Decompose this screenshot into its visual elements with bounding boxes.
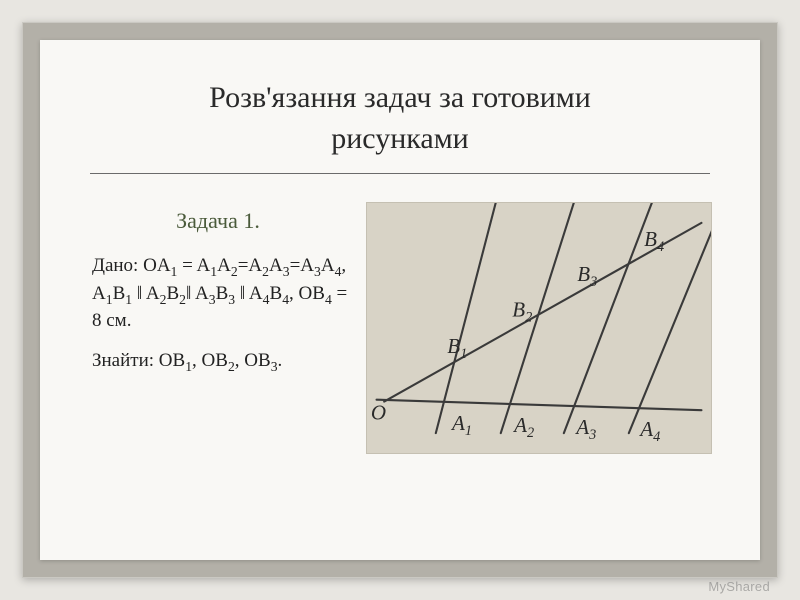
svg-text:B2: B2 (512, 298, 532, 326)
svg-text:A3: A3 (574, 415, 596, 443)
geometry-figure: O A1 B1 A2 B2 A3 B3 A4 B4 (366, 202, 712, 454)
watermark: MyShared (708, 579, 770, 594)
svg-text:B3: B3 (577, 262, 597, 290)
given-paragraph: Дано: OA1 = A1A2=A2A3=A3A4, A1B1 ‖ A2B2‖… (88, 252, 348, 335)
text-column: Задача 1. Дано: OA1 = A1A2=A2A3=A3A4, A1… (88, 202, 348, 386)
title-line-1: Розв'язання задач за готовими (209, 81, 591, 114)
svg-text:A2: A2 (512, 413, 534, 441)
svg-text:A1: A1 (450, 411, 472, 439)
problem-number: Задача 1. (88, 208, 348, 234)
outer-frame: Розв'язання задач за готовими рисунками … (22, 22, 778, 578)
find-paragraph: Знайти: OB1, OB2, OB3. (88, 347, 348, 375)
slide-card: Розв'язання задач за готовими рисунками … (40, 40, 760, 560)
svg-text:B4: B4 (644, 227, 664, 255)
title-divider (90, 173, 710, 174)
slide-title: Розв'язання задач за готовими рисунками (88, 78, 712, 159)
content-row: Задача 1. Дано: OA1 = A1A2=A2A3=A3A4, A1… (88, 202, 712, 454)
find-body: OB1, OB2, OB3. (159, 350, 283, 371)
find-prefix: Знайти: (92, 350, 159, 371)
svg-text:B1: B1 (447, 334, 467, 362)
given-prefix: Дано: (92, 255, 143, 276)
svg-text:O: O (371, 401, 386, 425)
title-line-2: рисунками (331, 122, 469, 155)
geometry-svg: O A1 B1 A2 B2 A3 B3 A4 B4 (367, 203, 711, 453)
svg-text:A4: A4 (638, 417, 660, 445)
